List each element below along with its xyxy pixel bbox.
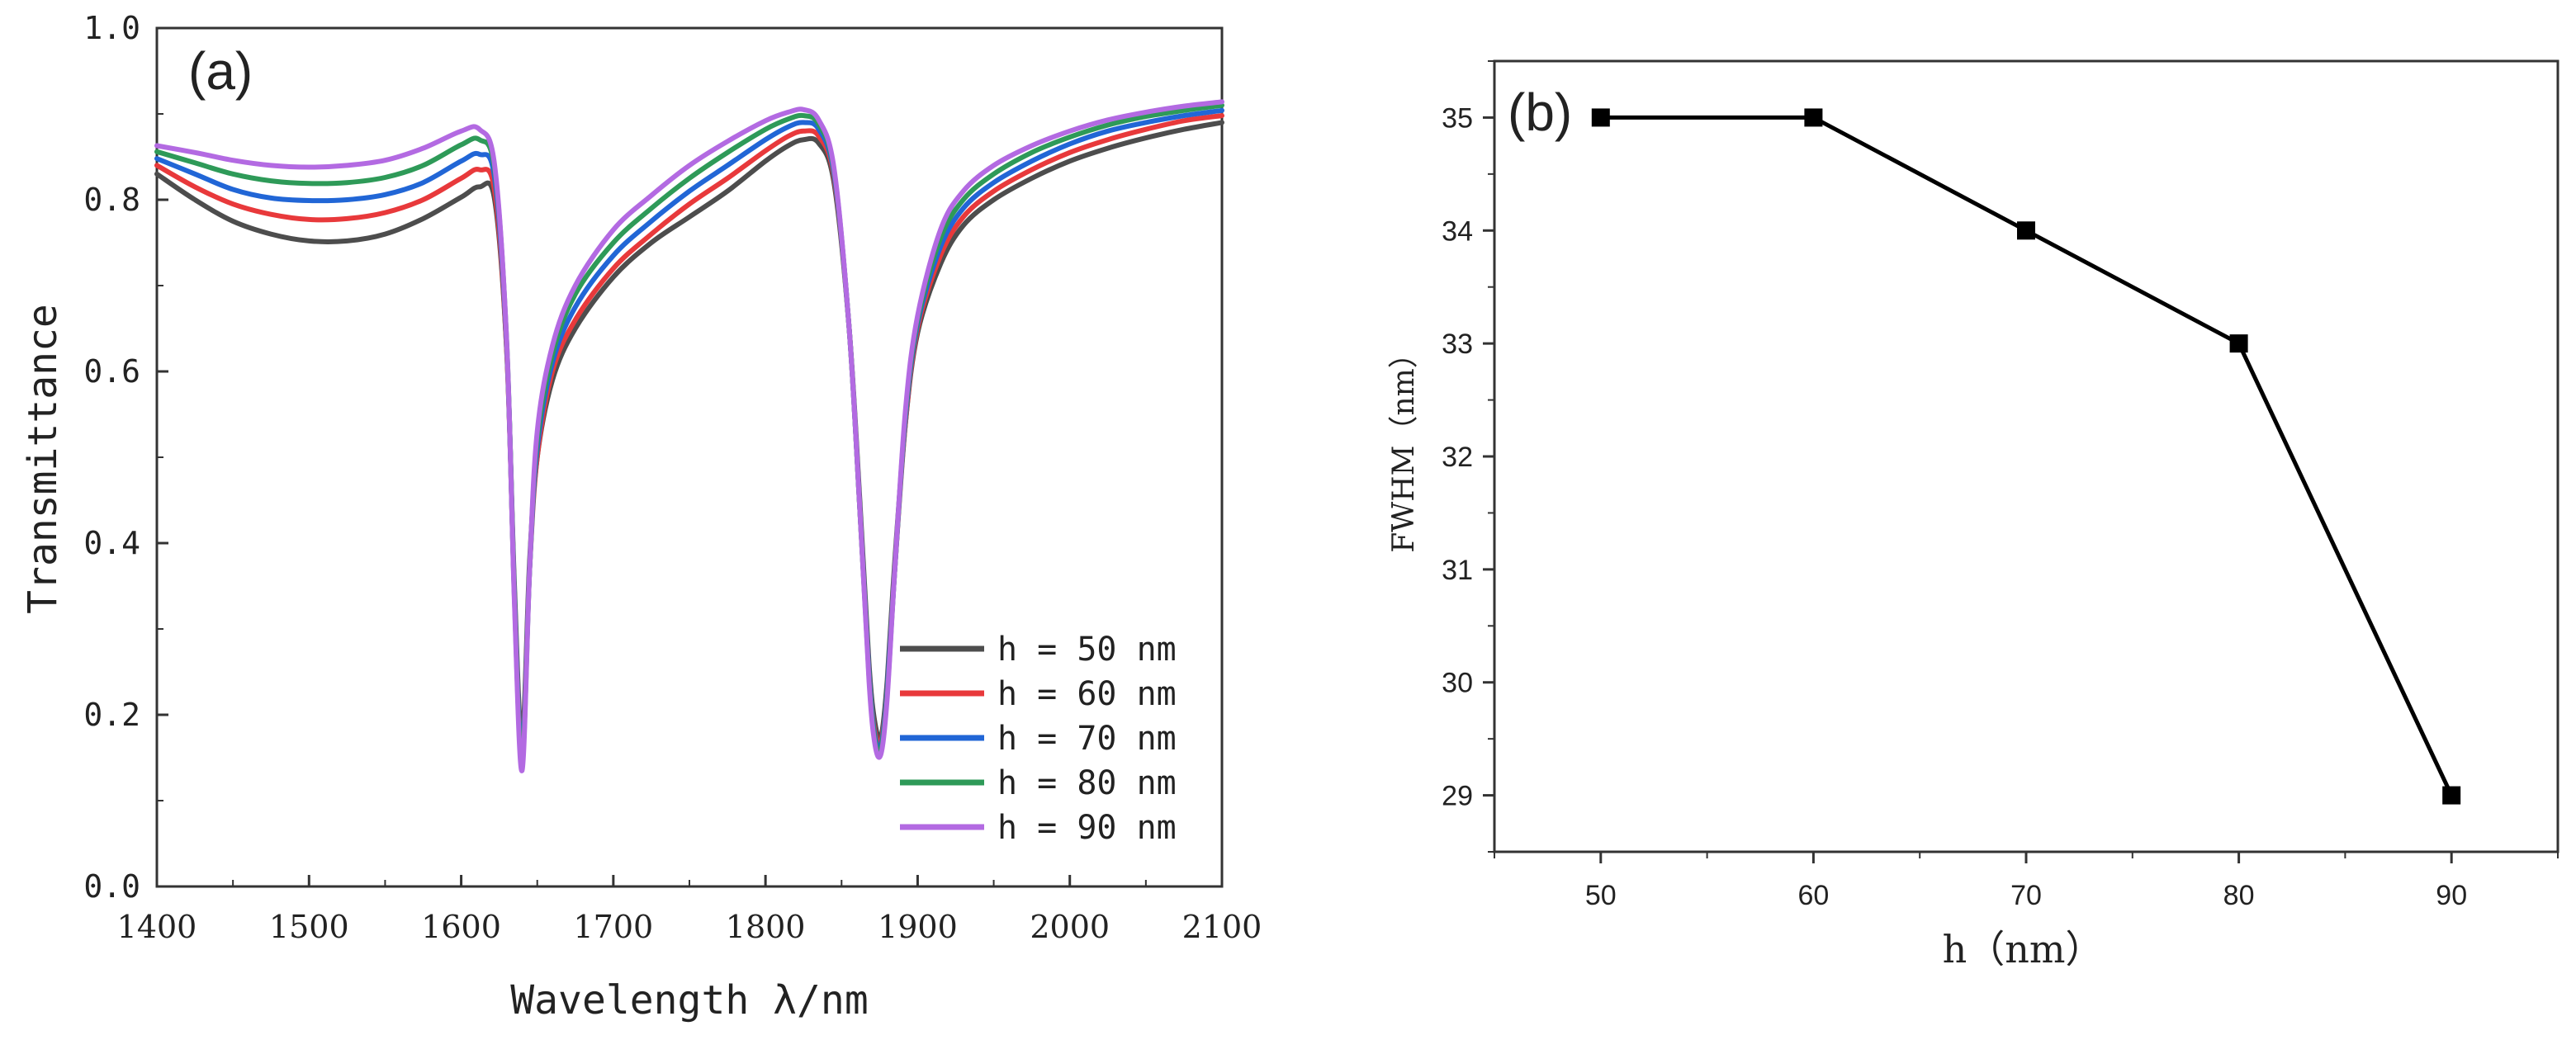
panel-b-label: (b) <box>1508 83 1572 142</box>
panel-a-x-tick-label: 2100 <box>1182 909 1262 945</box>
panel-b-x-tick-label: 80 <box>2223 880 2255 911</box>
data-point-h-90 <box>2442 786 2461 805</box>
series-line-fwhm <box>1600 115 2454 797</box>
panel-b-y-tick-label: 32 <box>1442 442 1473 473</box>
panel-a-label: (a) <box>188 41 253 101</box>
panel-b-y-tick-label: 29 <box>1442 781 1473 812</box>
panel-b-x-tick-label: 90 <box>2436 880 2467 911</box>
data-point-h-50 <box>1591 108 1610 127</box>
panel-a-x-tick-label: 1400 <box>117 909 197 945</box>
panel-b-y-tick-label: 34 <box>1442 215 1473 247</box>
data-point-h-70 <box>2017 221 2035 240</box>
panel-b-fwhm-chart: 50 60 70 80 90 29 30 31 32 33 34 35 (b) h（nm） FWHM（… <box>1387 59 2559 971</box>
panel-a-y-tick-label: 1.0 <box>83 10 140 46</box>
legend-label-h-80-nm: h = 80 nm <box>997 764 1177 802</box>
data-point-h-60 <box>1804 108 1823 127</box>
panel-a-x-tick-label: 1700 <box>573 909 653 945</box>
panel-a-y-tick-label: 0.2 <box>83 697 140 733</box>
panel-a-x-tick-label: 1600 <box>421 909 501 945</box>
panel-a-transmittance-chart: 1400 1500 1600 1700 1800 1900 2000 2100 0.0 0.2 0.… <box>20 10 1262 1023</box>
panel-b-x-tick-label: 70 <box>2010 880 2042 911</box>
panel-b-x-tick-label: 50 <box>1585 880 1617 911</box>
panel-b-plot-frame <box>1493 59 2559 853</box>
legend-label-h-50-nm: h = 50 nm <box>997 631 1177 669</box>
legend-label-h-70-nm: h = 70 nm <box>997 720 1177 758</box>
panel-b-y-axis-label: FWHM（nm） <box>1387 338 1421 553</box>
panel-a-y-tick-label: 0.0 <box>83 868 140 905</box>
panel-b-y-tick-label: 33 <box>1442 329 1473 360</box>
panel-b-y-tick-label: 35 <box>1442 102 1473 134</box>
panel-b-x-tick-label: 60 <box>1797 880 1829 911</box>
panel-a-x-tick-label: 1500 <box>269 909 349 945</box>
panel-b-y-tick-label: 30 <box>1442 668 1473 699</box>
panel-b-x-axis-label: h（nm） <box>1943 927 2104 971</box>
panel-a-y-tick-label: 0.6 <box>83 353 140 390</box>
data-point-h-80 <box>2229 334 2248 353</box>
legend-label-h-90-nm: h = 90 nm <box>997 809 1177 847</box>
panel-a-y-tick-label: 0.8 <box>83 182 140 218</box>
panel-b-y-tick-label: 31 <box>1442 555 1473 586</box>
panel-a-x-tick-label: 2000 <box>1030 909 1110 945</box>
panel-a-y-axis-label: Transmittance <box>20 304 66 614</box>
panel-a-legend: h = 50 nm h = 60 nm h = 70 nm h = 80 nm h = … <box>900 631 1177 847</box>
panel-a-x-tick-label: 1800 <box>726 909 806 945</box>
panel-a-y-tick-label: 0.4 <box>83 525 140 561</box>
panel-a-x-axis-label: Wavelength λ/nm <box>510 977 868 1023</box>
legend-label-h-60-nm: h = 60 nm <box>997 675 1177 713</box>
series-line-h-90-nm <box>154 99 1224 773</box>
panel-a-x-tick-label: 1900 <box>878 909 958 945</box>
